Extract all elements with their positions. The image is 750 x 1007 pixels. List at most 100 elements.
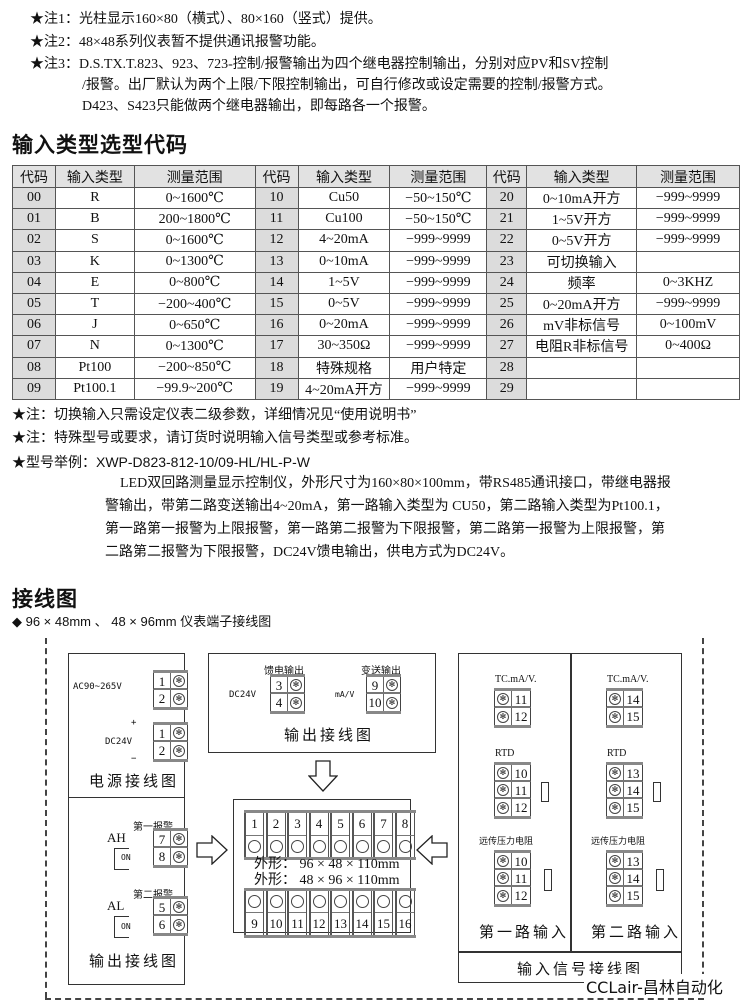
range-cell: −50~150℃ <box>389 208 488 231</box>
screw-icon: ✻ <box>384 694 400 711</box>
rtd-label: RTD <box>607 748 627 759</box>
terminal: 1 <box>244 813 264 857</box>
input-channel-2: TC.mA/V. ✻ 14 ✻ 15 RTD ✻ 13 ✻ 14 ✻ 15 远传压力电阻 ✻ 13… <box>571 654 682 952</box>
terminal: 6 ✻ <box>153 916 188 933</box>
screw-icon: ✻ <box>171 742 187 759</box>
terminal-number: 9 <box>367 677 384 693</box>
terminal: 7 ✻ <box>153 831 188 848</box>
note-1: ★注1：光柱显示160×80（横式）、80×160（竖式）提供。 <box>30 12 382 27</box>
note-3-line-2: /报警。出厂默认为两个上限/下限控制输出，可自行修改或设定需要的控制/报警方式。 <box>82 78 612 93</box>
screw-icon <box>332 891 349 913</box>
resistor-icon <box>653 782 661 802</box>
terminal: ✻ 12 <box>494 708 531 725</box>
terminal-number: 14 <box>623 870 642 886</box>
terminal: 6 <box>351 813 372 857</box>
terminal-number: 6 <box>358 816 366 831</box>
table-row: 05 T −200~400℃ 15 0~5V −999~9999 25 0~20mA开方 −99… <box>12 292 740 316</box>
code-cell: 17 <box>254 335 299 358</box>
screw-icon: ✻ <box>607 853 623 868</box>
code-cell: 15 <box>254 292 299 316</box>
terminal: 5 ✻ <box>153 899 188 916</box>
potentiometer-icon <box>656 869 664 891</box>
model-desc-line: LED双回路测量显示控制仪，外形尺寸为160×80×100mm，带RS485通讯… <box>120 476 671 491</box>
terminal: ✻ 14 <box>606 691 643 708</box>
arrow-right-icon <box>196 835 228 865</box>
terminal-number: 9 <box>251 916 258 931</box>
table-row: 02 S 0~1600℃ 12 4~20mA −999~9999 22 0~5V开方 −999~… <box>12 229 740 252</box>
code-cell: 09 <box>12 377 56 400</box>
terminal: 1 ✻ <box>153 725 188 742</box>
terminal-number: 2 <box>272 816 280 831</box>
table-row: 08 Pt100 −200~850℃ 18 特殊规格 用户特定 28 <box>12 356 740 379</box>
terminal: ✻ 15 <box>606 708 643 725</box>
terminal-number: 15 <box>623 887 642 904</box>
terminal-number: 8 <box>401 816 409 831</box>
range-cell: −200~850℃ <box>133 356 256 379</box>
column-header: 输入类型 <box>54 165 135 188</box>
input-code-title: 输入类型选型代码 <box>12 133 188 157</box>
output-caption: 输出接线图 <box>284 728 375 744</box>
arrow-left-icon <box>416 835 448 865</box>
code-cell: 04 <box>12 271 56 294</box>
terminal-number: 13 <box>623 765 642 781</box>
model-desc-line: 警输出，带第二路变送输出4~20mA，第一路输入类型为 CU50，第二路输入类型… <box>105 499 669 514</box>
terminal-number: 5 <box>154 899 171 915</box>
code-cell: 00 <box>12 186 56 210</box>
bottom-terminal-strip: 9 10 11 12 13 14 15 16 <box>244 888 416 938</box>
screw-icon: ✻ <box>171 899 187 914</box>
input-type-cell: J <box>54 314 135 337</box>
arrow-down-icon <box>308 760 338 792</box>
input-type-cell: 可切换输入 <box>526 250 638 273</box>
feed-voltage-label: DC24V <box>229 690 257 700</box>
terminal: 8 ✻ <box>153 848 188 865</box>
code-cell: 26 <box>486 314 528 337</box>
screw-icon: ✻ <box>171 831 187 846</box>
input-type-cell: E <box>54 271 135 294</box>
terminal: 9 ✻ <box>366 677 401 694</box>
table-row: 07 N 0~1300℃ 17 30~350Ω −999~9999 27 电阻R非标信号 0~4… <box>12 335 740 358</box>
terminal: 13 <box>330 891 350 935</box>
code-cell: 16 <box>254 314 299 337</box>
terminal-number: 4 <box>315 816 323 831</box>
power-wiring-panel: AC90~265V 1 ✻ 2 ✻ DC24V + − 1 ✻ 2 ✻ 电源接线图 <box>68 653 188 799</box>
screw-icon: ✻ <box>495 799 511 816</box>
terminal: 9 <box>244 891 264 935</box>
terminal: ✻ 12 <box>494 799 531 816</box>
tc-label: TC.mA/V. <box>607 674 649 685</box>
ch2-rtd-terminals: ✻ 13 ✻ 14 ✻ 15 <box>606 762 643 819</box>
resistor-icon <box>541 782 549 802</box>
column-header: 输入类型 <box>297 165 391 188</box>
on-label: ON <box>121 922 131 931</box>
range-cell: 200~1800℃ <box>133 208 256 231</box>
range-cell: −99.9~200℃ <box>133 377 256 400</box>
terminal: ✻ 14 <box>606 870 643 887</box>
range-cell <box>636 377 740 400</box>
code-cell: 02 <box>12 229 56 252</box>
terminal-number: 10 <box>269 916 283 931</box>
column-header: 代码 <box>254 165 299 188</box>
ch2-caption: 第二路输入 <box>591 925 682 941</box>
range-cell: 用户特定 <box>389 356 488 379</box>
terminal-number: 11 <box>291 916 304 931</box>
terminal: 16 <box>394 891 415 935</box>
table-row: 00 R 0~1600℃ 10 Cu50 −50~150℃ 20 0~10mA开方 −999~9… <box>12 186 740 210</box>
range-cell: −999~9999 <box>389 292 488 316</box>
screw-icon: ✻ <box>607 799 623 816</box>
terminal-number: 15 <box>623 708 642 725</box>
terminal: 4 <box>308 813 329 857</box>
terminal: ✻ 13 <box>606 853 643 870</box>
screw-icon: ✻ <box>171 690 187 707</box>
input-type-cell: 4~20mA <box>297 229 391 252</box>
screw-icon: ✻ <box>607 765 623 780</box>
wiring-subtitle: ◆ 96 × 48mm 、 48 × 96mm 仪表端子接线图 <box>12 614 272 629</box>
ch2-remote-terminals: ✻ 13 ✻ 14 ✻ 15 <box>606 850 643 907</box>
output-wiring-panel: 馈电输出 DC24V 3 ✻ 4 ✻ 变送输出 mA/V 9 ✻ 10 ✻ 输出接线图 <box>208 653 436 753</box>
screw-icon: ✻ <box>288 694 304 711</box>
terminal: 2 ✻ <box>153 690 188 707</box>
input-type-cell: K <box>54 250 135 273</box>
range-cell: 0~100mV <box>636 314 740 337</box>
plus-sign: + <box>131 718 137 728</box>
code-cell: 01 <box>12 208 56 231</box>
screw-icon: ✻ <box>495 782 511 797</box>
